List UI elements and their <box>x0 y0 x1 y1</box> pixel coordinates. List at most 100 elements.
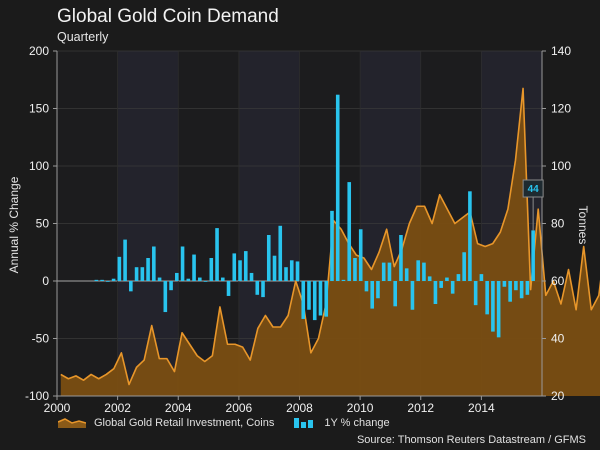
bar <box>111 278 116 281</box>
x-axis-ticks: 2000 2002 2004 2006 2008 2010 2012 2014 <box>44 396 495 415</box>
bar <box>341 279 346 281</box>
bar <box>330 210 334 281</box>
legend-area-label: Global Gold Retail Investment, Coins <box>94 417 275 429</box>
legend-item-area[interactable]: Global Gold Retail Investment, Coins <box>58 417 274 429</box>
bar <box>312 281 317 321</box>
bar <box>169 281 173 291</box>
bar <box>324 281 329 317</box>
tick-label-right: 40 <box>551 332 565 346</box>
tick-label-left: 0 <box>42 274 49 288</box>
bar <box>519 281 524 299</box>
callout-label: 44 <box>528 184 540 195</box>
bar-swatch-icon <box>294 418 316 428</box>
bar <box>152 246 156 281</box>
source-note: Source: Thomson Reuters Datastream / GFM… <box>356 434 586 446</box>
bar <box>525 281 530 295</box>
bar <box>163 281 168 313</box>
bar <box>531 230 535 281</box>
bar <box>473 281 478 306</box>
bar <box>238 260 242 281</box>
bar <box>514 281 518 291</box>
tick-label-left: 200 <box>29 44 49 58</box>
tick-label-left: 100 <box>29 159 49 173</box>
bar <box>94 279 99 281</box>
bar <box>485 281 489 315</box>
bar <box>404 268 409 281</box>
bar <box>134 267 139 281</box>
bar <box>399 235 403 281</box>
bar <box>249 272 254 281</box>
bar <box>508 281 512 302</box>
tick-label-x: 2000 <box>44 401 71 415</box>
bar <box>462 252 466 281</box>
bar-series <box>94 94 535 338</box>
bar <box>318 281 323 316</box>
tick-label-x: 2004 <box>165 401 192 415</box>
chart-subtitle: Quarterly <box>57 30 109 44</box>
bar <box>410 281 415 310</box>
tick-label-right: 20 <box>551 389 565 403</box>
bar <box>198 277 202 281</box>
bar <box>301 281 306 319</box>
tick-label-right: 140 <box>551 44 571 58</box>
bar <box>266 235 271 281</box>
bar <box>376 281 380 299</box>
right-axis-ticks: 140 120 100 80 60 40 20 <box>542 44 571 403</box>
tick-label-x: 2008 <box>286 401 313 415</box>
bar <box>335 94 340 281</box>
bar <box>117 256 122 281</box>
bar <box>393 281 397 307</box>
bar <box>284 267 288 281</box>
bar <box>220 277 225 281</box>
bar <box>364 281 369 292</box>
bar <box>289 260 294 281</box>
legend-bar-label: 1Y % change <box>324 417 390 429</box>
tick-label-x: 2010 <box>347 401 374 415</box>
tick-label-left: -50 <box>32 332 50 346</box>
tick-label-left: 50 <box>36 217 50 231</box>
bar <box>439 281 443 288</box>
chart-title: Global Gold Coin Demand <box>57 6 279 27</box>
bar <box>347 182 352 281</box>
bar <box>215 228 219 281</box>
bar <box>232 253 237 281</box>
tick-label-right: 100 <box>551 159 571 173</box>
bar <box>450 281 455 294</box>
bar <box>146 258 150 281</box>
left-axis-ticks: 200 150 100 50 0 -50 -100 <box>25 44 57 403</box>
bar <box>416 260 420 281</box>
bar <box>100 279 104 281</box>
bar <box>203 281 208 282</box>
bar <box>307 281 311 310</box>
bar <box>255 281 260 295</box>
bar <box>502 281 507 287</box>
bar <box>422 262 426 281</box>
bar <box>479 274 484 281</box>
bar <box>209 258 214 281</box>
bar <box>123 239 127 281</box>
bar <box>186 278 191 281</box>
bar <box>129 281 133 292</box>
tick-label-right: 120 <box>551 102 571 116</box>
callout-box <box>522 179 544 198</box>
bar <box>427 276 432 281</box>
bar <box>192 254 196 281</box>
legend-item-bars[interactable]: 1Y % change <box>294 417 390 429</box>
bar <box>175 272 179 281</box>
bar <box>226 281 231 296</box>
bar <box>295 261 300 281</box>
tick-label-right: 80 <box>551 217 565 231</box>
tick-label-x: 2002 <box>104 401 131 415</box>
tick-label-x: 2012 <box>407 401 434 415</box>
bar <box>433 281 438 304</box>
bar <box>140 267 145 281</box>
bar <box>358 229 363 281</box>
bar <box>370 281 375 309</box>
bar <box>353 258 357 281</box>
bar <box>496 281 501 338</box>
area-fill <box>60 88 600 396</box>
value-callout: 44 <box>522 179 544 231</box>
area-swatch-icon <box>58 418 86 428</box>
legend: Global Gold Retail Investment, Coins 1Y … <box>58 417 410 429</box>
